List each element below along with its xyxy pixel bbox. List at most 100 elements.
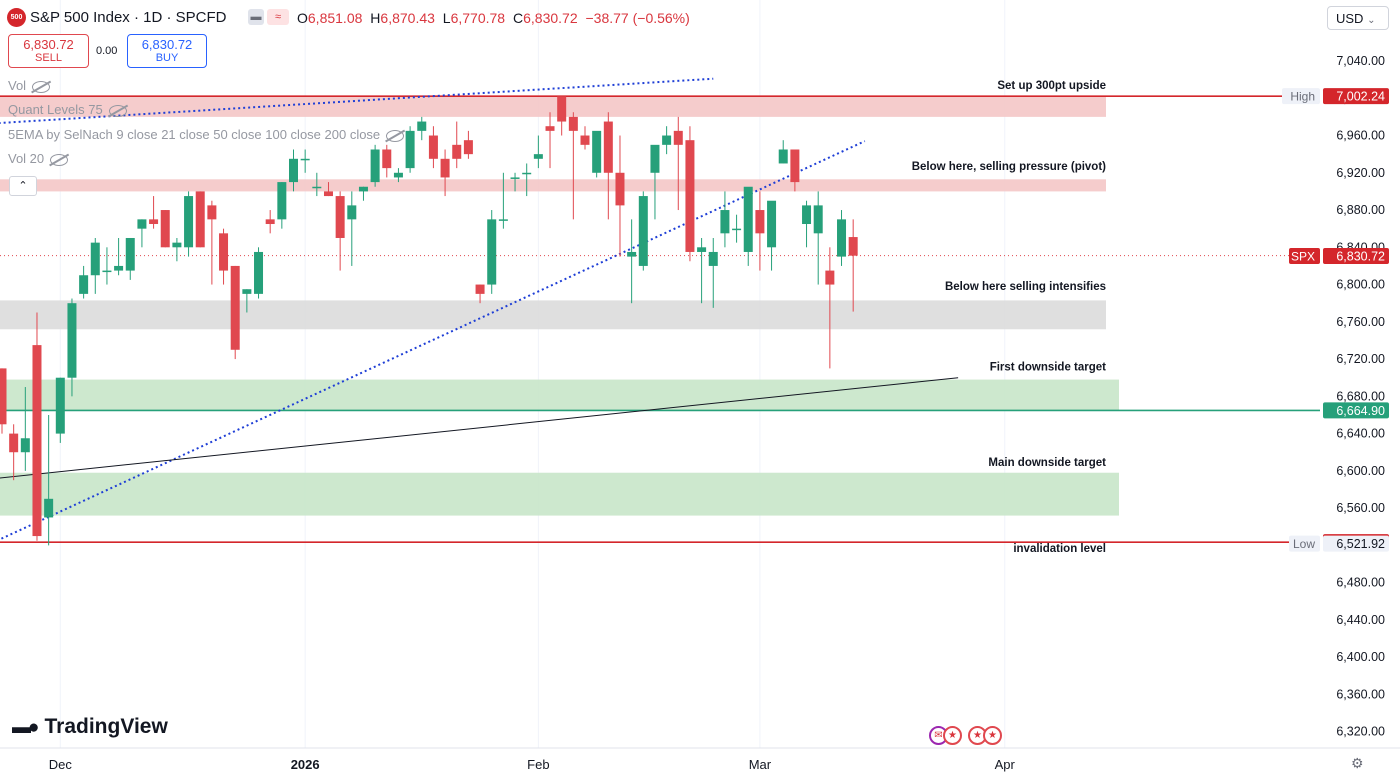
candle-body bbox=[184, 196, 194, 248]
candle-body bbox=[673, 130, 683, 145]
price-label-box bbox=[1323, 247, 1389, 264]
collapse-indicators-button[interactable]: ⌃ bbox=[9, 176, 37, 196]
candle-body bbox=[522, 172, 532, 175]
candle-body bbox=[358, 186, 368, 192]
candle-body bbox=[848, 237, 858, 256]
market-status-icon[interactable]: ▬ bbox=[248, 9, 264, 25]
sell-button[interactable]: 6,830.72 SELL bbox=[8, 34, 89, 68]
hide-eye-icon[interactable] bbox=[32, 80, 51, 93]
buy-button[interactable]: 6,830.72 BUY bbox=[127, 34, 207, 68]
y-tick-label: 6,760.00 bbox=[1336, 315, 1385, 329]
y-tick-label: 7,040.00 bbox=[1336, 54, 1385, 68]
candle-body bbox=[463, 140, 473, 155]
candle-body bbox=[615, 172, 625, 206]
candle-body bbox=[428, 135, 438, 159]
candles-group bbox=[0, 96, 858, 546]
hide-eye-icon[interactable] bbox=[50, 153, 69, 166]
zone-band bbox=[0, 300, 1106, 330]
candle-body bbox=[335, 196, 345, 238]
price-label-value: 7,002.24 bbox=[1336, 90, 1385, 104]
candle-body bbox=[172, 242, 182, 248]
symbol-logo: 500 bbox=[7, 8, 26, 27]
buy-price: 6,830.72 bbox=[141, 37, 193, 52]
annotation-label: Main downside target bbox=[988, 457, 1106, 469]
annotation-label: Set up 300pt upside bbox=[997, 80, 1106, 92]
indicator-ema[interactable]: 5EMA by SelNach 9 close 21 close 50 clos… bbox=[8, 127, 405, 142]
sell-price: 6,830.72 bbox=[23, 37, 74, 52]
candle-body bbox=[732, 228, 742, 231]
candle-body bbox=[102, 270, 112, 273]
price-label-tag bbox=[1289, 535, 1320, 552]
candle-body bbox=[580, 135, 590, 145]
candle-body bbox=[312, 186, 322, 189]
ohlc-readout: O6,851.08 H6,870.43 L6,770.78 C6,830.72 … bbox=[297, 10, 690, 26]
candle-body bbox=[393, 172, 403, 178]
indicator-vol[interactable]: Vol bbox=[8, 78, 51, 93]
candle-body bbox=[790, 149, 800, 183]
price-label-box bbox=[1323, 88, 1389, 105]
candle-body bbox=[685, 140, 695, 252]
candle-body bbox=[323, 191, 333, 197]
hide-eye-icon[interactable] bbox=[108, 104, 127, 117]
candle-body bbox=[638, 196, 648, 266]
price-label-box bbox=[1323, 535, 1389, 552]
us-flag-icon[interactable]: ★ bbox=[943, 726, 962, 745]
candle-body bbox=[417, 121, 427, 131]
price-label-value: 6,664.90 bbox=[1336, 404, 1385, 418]
wave-icon[interactable]: ≈ bbox=[267, 9, 289, 25]
x-tick-label: Dec bbox=[49, 757, 73, 772]
candle-body bbox=[160, 210, 170, 248]
candle-body bbox=[0, 368, 7, 425]
candle-body bbox=[32, 345, 42, 537]
zone-band bbox=[0, 379, 1119, 411]
candle-body bbox=[265, 219, 275, 225]
candle-body bbox=[242, 289, 252, 294]
candle-body bbox=[137, 219, 147, 229]
y-tick-label: 6,640.00 bbox=[1336, 427, 1385, 441]
y-tick-label: 6,600.00 bbox=[1336, 464, 1385, 478]
indicator-vol20[interactable]: Vol 20 bbox=[8, 151, 69, 166]
candle-body bbox=[708, 251, 718, 266]
y-tick-label: 6,720.00 bbox=[1336, 352, 1385, 366]
candle-body bbox=[114, 265, 124, 271]
candle-body bbox=[44, 498, 54, 518]
candle-body bbox=[230, 265, 240, 350]
price-label-tag-text: Low bbox=[1293, 537, 1315, 551]
candle-body bbox=[767, 200, 777, 248]
zone-band bbox=[0, 179, 1106, 192]
symbol-title[interactable]: S&P 500 Index · 1D · SPCFD bbox=[30, 9, 227, 26]
candle-body bbox=[277, 182, 287, 220]
price-label-tag-text: SPX bbox=[1291, 249, 1315, 263]
indicator-quant-levels[interactable]: Quant Levels 75 bbox=[8, 102, 127, 117]
candle-body bbox=[207, 205, 217, 220]
us-flag-icon[interactable]: ★ bbox=[983, 726, 1002, 745]
sell-label: SELL bbox=[35, 52, 62, 64]
y-tick-label: 6,560.00 bbox=[1336, 501, 1385, 515]
hide-eye-icon[interactable] bbox=[386, 129, 405, 142]
buy-label: BUY bbox=[155, 52, 179, 64]
y-tick-label: 6,880.00 bbox=[1336, 203, 1385, 217]
zone-band bbox=[0, 96, 1106, 117]
tradingview-logo[interactable]: ▬● TradingView bbox=[12, 715, 168, 738]
candle-body bbox=[9, 433, 19, 453]
candle-body bbox=[382, 149, 392, 169]
price-label-box bbox=[1323, 402, 1389, 419]
tv-mark-icon: ▬● bbox=[12, 717, 40, 738]
candle-body bbox=[778, 149, 788, 164]
currency-select[interactable]: USD ⌄ bbox=[1327, 6, 1389, 30]
price-label-value: 6,830.72 bbox=[1336, 249, 1385, 263]
candle-body bbox=[300, 158, 310, 161]
candle-body bbox=[813, 205, 823, 234]
candle-body bbox=[498, 219, 508, 221]
candle-body bbox=[452, 144, 462, 159]
spread-value: 0.00 bbox=[96, 45, 118, 57]
gear-icon[interactable]: ⚙ bbox=[1351, 755, 1364, 771]
candle-body bbox=[557, 96, 567, 122]
candle-body bbox=[487, 219, 497, 285]
y-tick-label: 6,800.00 bbox=[1336, 278, 1385, 292]
candle-body bbox=[755, 210, 765, 234]
annotation-label: Below here selling intensifies bbox=[945, 281, 1106, 293]
candle-body bbox=[825, 270, 835, 285]
candle-body bbox=[545, 126, 555, 131]
